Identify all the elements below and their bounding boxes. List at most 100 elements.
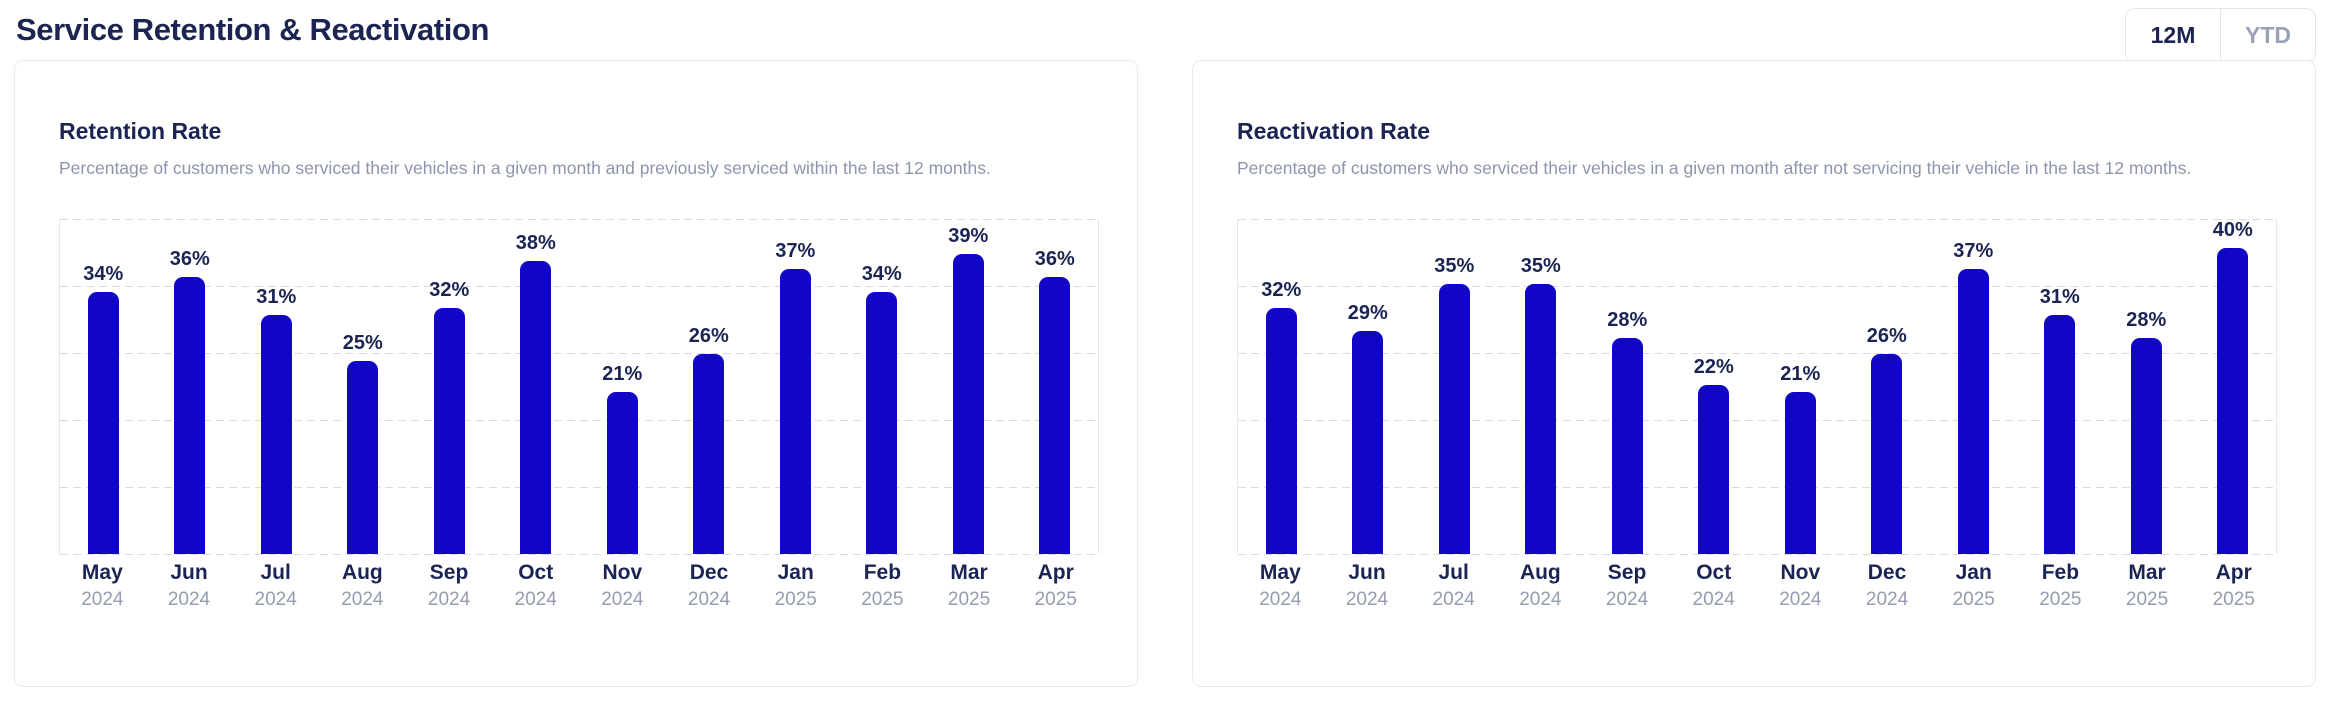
bar[interactable]	[87, 292, 119, 554]
bar[interactable]	[347, 361, 379, 554]
bar[interactable]	[1039, 276, 1071, 554]
bar[interactable]	[1265, 307, 1297, 554]
x-axis-label: Mar 2025	[926, 560, 1013, 612]
x-axis-year: 2025	[2125, 589, 2169, 610]
bar-column: 35%	[1498, 219, 1585, 554]
bar-column: 34%	[60, 219, 147, 554]
bar[interactable]	[1957, 269, 1989, 554]
x-axis-label: May 2024	[59, 560, 146, 612]
x-axis-month: Apr	[1037, 561, 1074, 584]
bar[interactable]	[260, 315, 292, 554]
x-axis-year: 2025	[861, 589, 904, 610]
chart-title: Reactivation Rate	[1237, 118, 1431, 144]
x-axis-month: Jan	[777, 561, 814, 584]
chart-description: Percentage of customers who serviced the…	[1237, 158, 2192, 178]
bar[interactable]	[693, 353, 725, 554]
x-axis-label: Apr 2025	[1012, 560, 1099, 612]
bar-value-label: 29%	[1347, 301, 1388, 324]
gridline	[60, 420, 1098, 421]
gridline	[1238, 487, 2276, 488]
x-axis-month: Aug	[341, 561, 383, 584]
bar-column: 31%	[2017, 219, 2104, 554]
x-axis-month: Mar	[2128, 561, 2166, 584]
bar[interactable]	[520, 261, 552, 554]
bar[interactable]	[779, 269, 811, 554]
x-axis-month: Feb	[2041, 561, 2080, 584]
x-axis-month: Sep	[429, 561, 469, 584]
gridline	[60, 554, 1098, 555]
bar[interactable]	[2217, 248, 2249, 554]
x-axis-month: May	[81, 561, 123, 584]
gridline	[60, 286, 1098, 287]
x-axis-year: 2024	[1519, 589, 1562, 610]
bar[interactable]	[2044, 315, 2076, 554]
bar-column: 36%	[147, 219, 234, 554]
x-axis-year: 2025	[2212, 589, 2255, 610]
bar[interactable]	[952, 253, 984, 554]
bar[interactable]	[1525, 284, 1557, 554]
x-axis-month: Feb	[863, 561, 902, 584]
x-axis-month: Dec	[689, 561, 729, 584]
time-range-toggle: 12M YTD	[2125, 8, 2316, 63]
bar-value-label: 32%	[1261, 278, 1302, 301]
chart-description: Percentage of customers who serviced the…	[59, 158, 991, 178]
x-axis-label: Aug 2024	[319, 560, 406, 612]
bars-container: 34% 36% 31% 25% 32% 38% 21% 26% 37% 34% 39% 36%	[60, 219, 1098, 554]
x-axis-label: Jun 2024	[146, 560, 233, 612]
gridline	[1238, 286, 2276, 287]
bar[interactable]	[1611, 338, 1643, 554]
x-axis-label: Sep 2024	[406, 560, 493, 612]
bar[interactable]	[1698, 384, 1730, 554]
x-axis-year: 2024	[1259, 589, 1302, 610]
bar[interactable]	[174, 276, 206, 554]
bar[interactable]	[866, 292, 898, 554]
gridline	[1238, 554, 2276, 555]
bar[interactable]	[433, 307, 465, 554]
bar-value-label: 21%	[1780, 363, 1821, 386]
x-axis-year: 2024	[601, 589, 644, 610]
bar-value-label: 31%	[2039, 286, 2080, 309]
x-axis-month: Jul	[1438, 561, 1469, 584]
x-axis-year: 2024	[1779, 589, 1822, 610]
bar-value-label: 37%	[1953, 240, 1994, 263]
bar-value-label: 38%	[515, 232, 556, 255]
x-axis-month: Oct	[1696, 561, 1732, 584]
bar-value-label: 28%	[1607, 309, 1648, 332]
page-header: Service Retention & Reactivation 12M YTD	[16, 0, 2316, 63]
bar-column: 39%	[925, 219, 1012, 554]
x-axis-year: 2024	[341, 589, 384, 610]
bar-column: 35%	[1411, 219, 1498, 554]
bar-value-label: 28%	[2126, 309, 2167, 332]
bar-value-label: 22%	[1693, 355, 1734, 378]
bar-column: 38%	[493, 219, 580, 554]
x-axis-label: Feb 2025	[2017, 560, 2104, 612]
x-axis-year: 2024	[514, 589, 557, 610]
x-axis-label: Oct 2024	[492, 560, 579, 612]
bar-value-label: 36%	[169, 247, 210, 270]
gridline	[60, 353, 1098, 354]
x-axis-month: Oct	[518, 561, 554, 584]
bar[interactable]	[1784, 392, 1816, 554]
x-axis-year: 2024	[81, 589, 124, 610]
x-axis-year: 2024	[427, 589, 471, 610]
bar[interactable]	[2130, 338, 2162, 554]
x-axis-label: Nov 2024	[1757, 560, 1844, 612]
x-axis-year: 2025	[2039, 589, 2082, 610]
x-axis-month: Jul	[260, 561, 291, 584]
bar-column: 22%	[1671, 219, 1758, 554]
bar[interactable]	[1438, 284, 1470, 554]
bar[interactable]	[1871, 353, 1903, 554]
x-axis-label: Oct 2024	[1670, 560, 1757, 612]
gridline	[1238, 420, 2276, 421]
x-axis-year: 2024	[167, 589, 211, 610]
toggle-divider	[2220, 9, 2221, 62]
bar-value-label: 40%	[2212, 219, 2253, 241]
bar-value-label: 26%	[688, 324, 729, 347]
retention-bar-chart: 34% 36% 31% 25% 32% 38% 21% 26% 37% 34% 39% 36%	[59, 219, 1099, 555]
toggle-option-ytd[interactable]: YTD	[2221, 9, 2315, 62]
bar[interactable]	[606, 392, 638, 554]
toggle-option-12m[interactable]: 12M	[2126, 9, 2220, 62]
x-axis-label: May 2024	[1237, 560, 1324, 612]
bar[interactable]	[1352, 330, 1384, 554]
gridline	[1238, 219, 2276, 220]
